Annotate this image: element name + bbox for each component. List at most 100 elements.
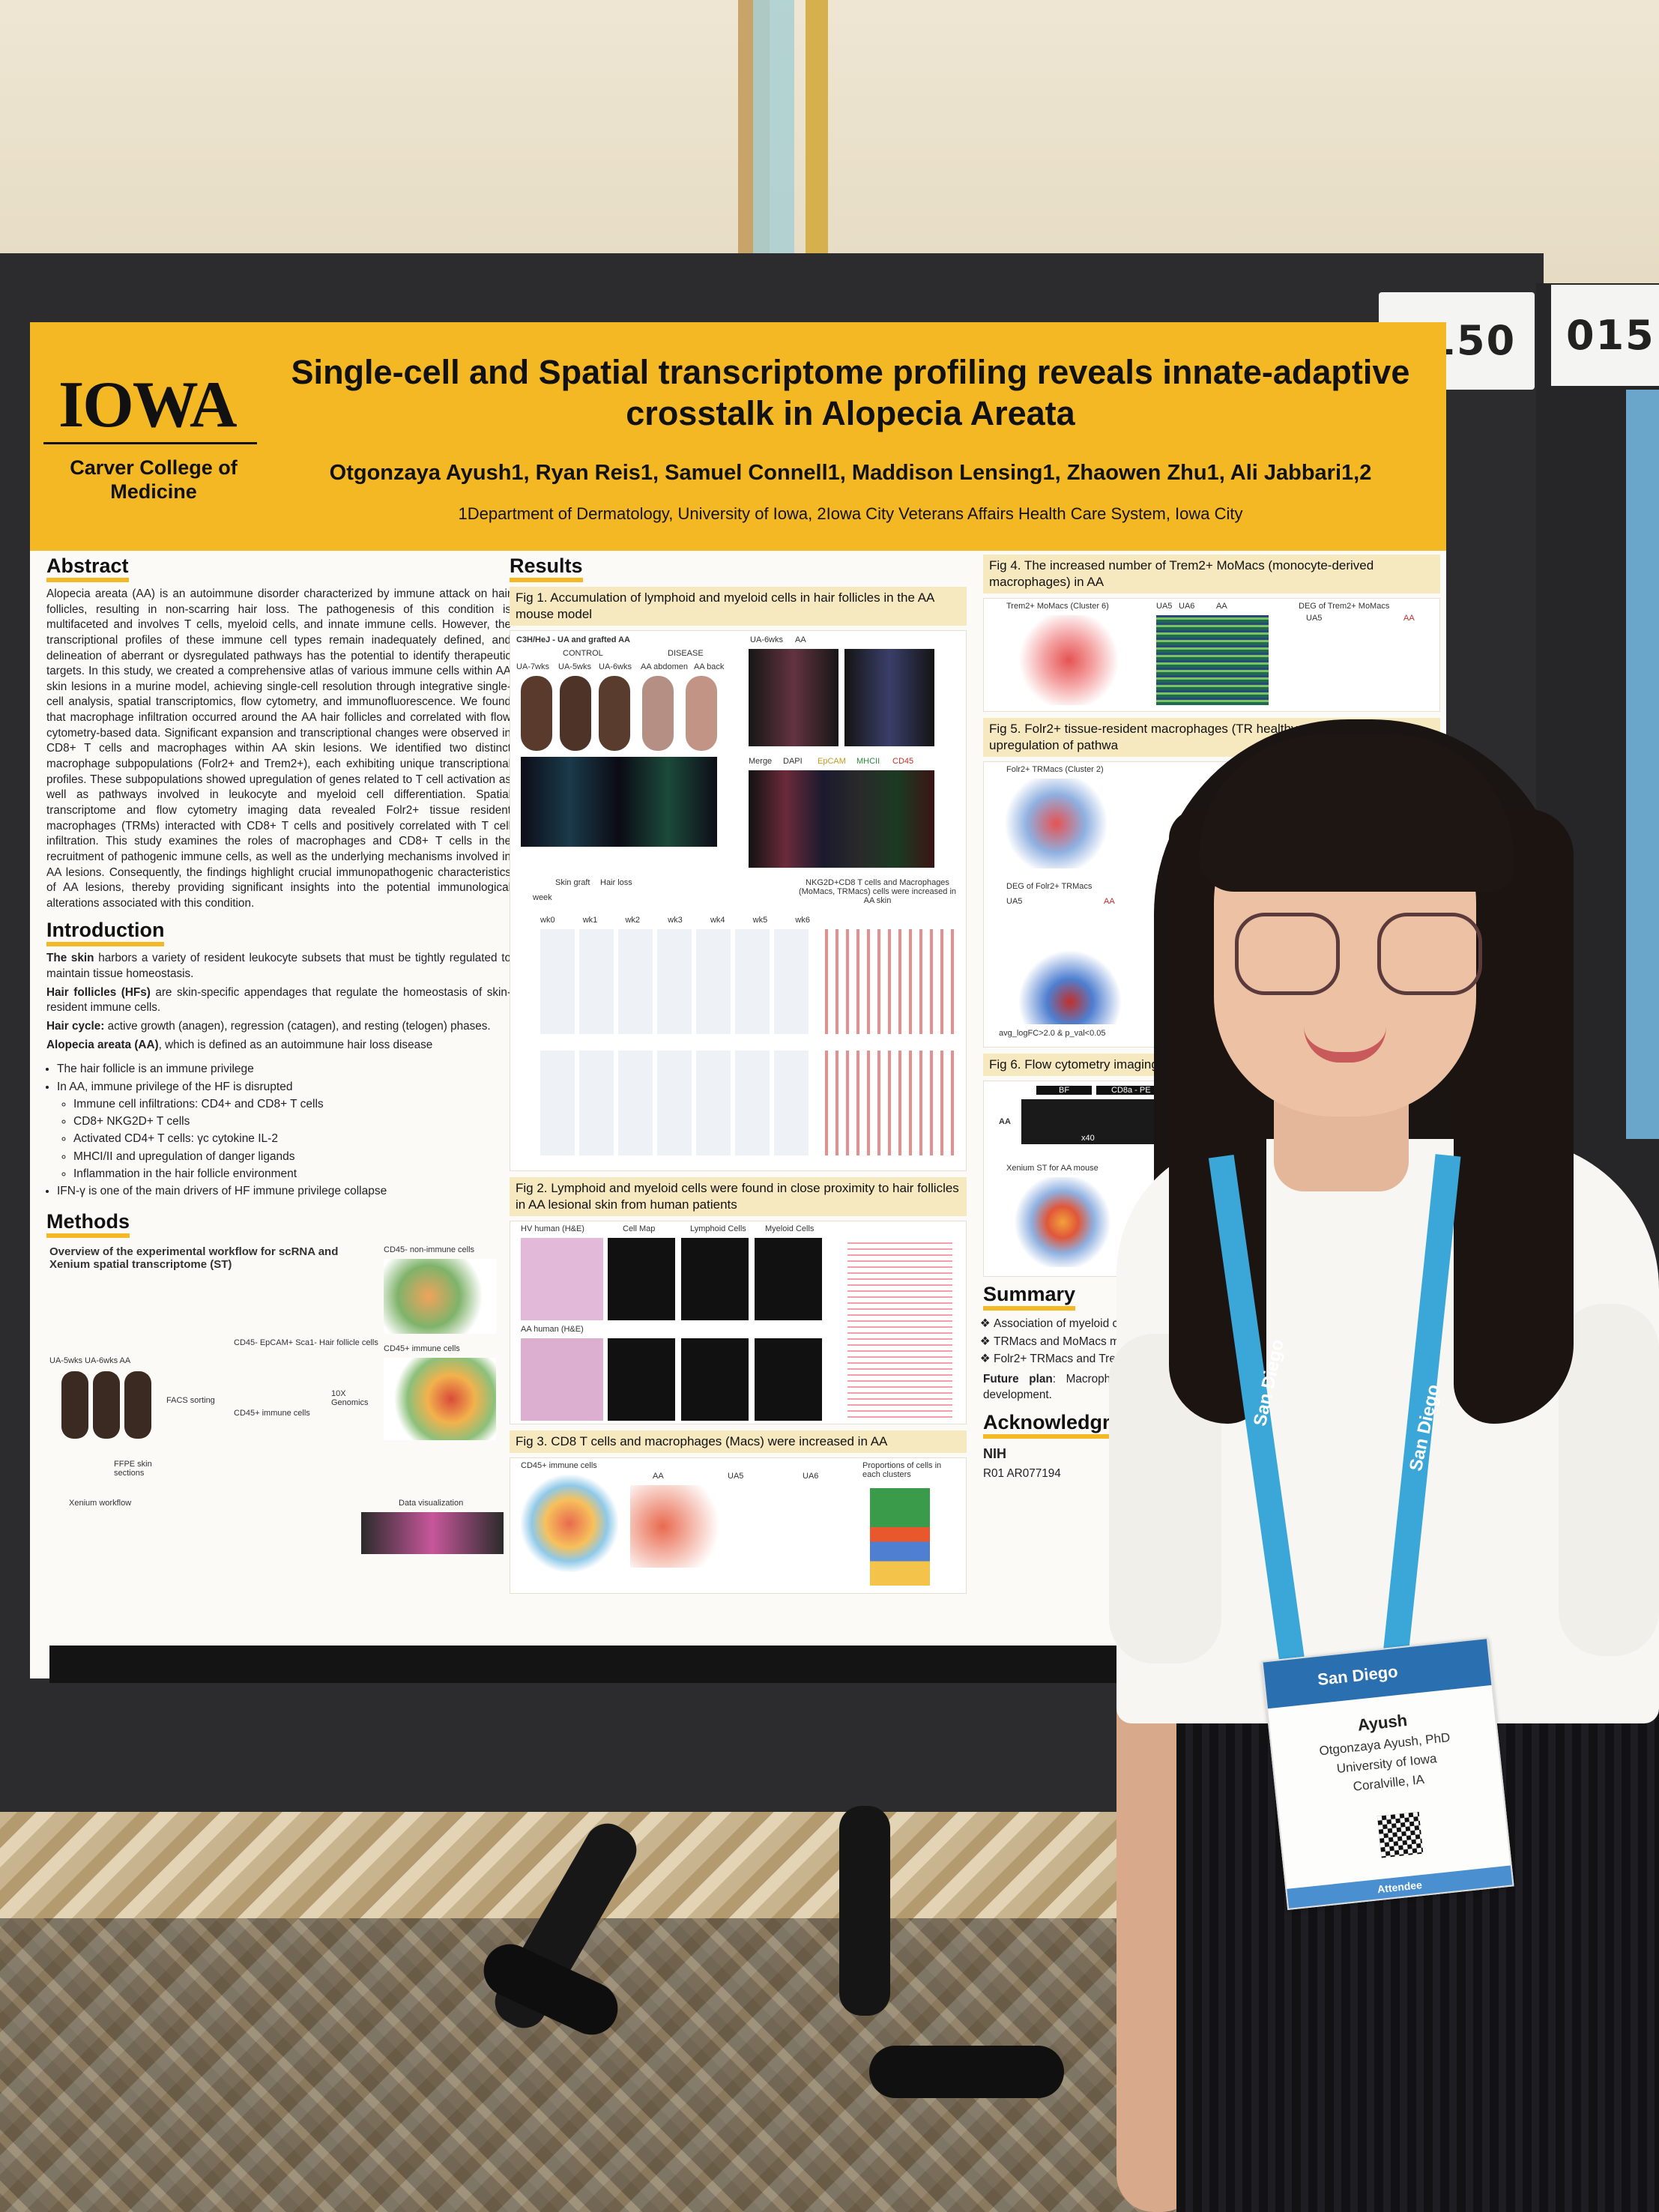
- intro-subbullet: Activated CD4+ T cells: γc cytokine IL-2: [73, 1130, 511, 1147]
- presenter-sleeve: [1559, 1304, 1659, 1656]
- wall-pillar-gold: [806, 0, 828, 277]
- fig2-caption: Fig 2. Lymphoid and myeloid cells were f…: [510, 1177, 967, 1217]
- results-heading: Results: [510, 554, 583, 582]
- intro-subbullets: Immune cell infiltrations: CD4+ and CD8+…: [57, 1096, 511, 1182]
- he-image: [521, 1238, 603, 1321]
- fig5-label: avg_logFC>2.0 & p_val<0.05: [999, 1029, 1106, 1039]
- intro-aa: Alopecia areata (AA), which is defined a…: [46, 1038, 433, 1051]
- fig1-label: C3H/HeJ - UA and grafted AA: [516, 635, 630, 645]
- fig2-label: Lymphoid Cells: [690, 1224, 746, 1234]
- methods-label: CD45- non-immune cells: [384, 1245, 475, 1255]
- week-label: wk6: [795, 916, 810, 925]
- grant-number: R01 AR077194: [983, 1466, 1061, 1480]
- glasses-icon: [1377, 913, 1482, 995]
- cell-map: [608, 1238, 675, 1321]
- poster-affiliations: 1Department of Dermatology, University o…: [458, 504, 1243, 523]
- intro-hf: Hair follicles (HFs) are skin-specific a…: [46, 985, 511, 1015]
- fig1-label: UA-6wks: [599, 662, 632, 672]
- intro-subbullet: Inflammation in the hair follicle enviro…: [73, 1165, 511, 1182]
- intro-bullets: The hair follicle is an immune privilege…: [46, 1060, 511, 1200]
- cell-map: [608, 1338, 675, 1421]
- fig1-label: UA-7wks: [516, 662, 550, 672]
- fig4-label: AA: [1403, 614, 1415, 623]
- mouse-photo: [686, 676, 717, 752]
- methods-label: UA-5wks UA-6wks AA: [49, 1356, 131, 1366]
- fig1-label: DISEASE: [668, 649, 704, 659]
- interaction-bars: [847, 1238, 952, 1421]
- poster-authors: Otgonzaya Ayush1, Ryan Reis1, Samuel Con…: [329, 461, 1372, 485]
- fig2-panel: HV human (H&E) Cell Map Lymphoid Cells M…: [510, 1221, 967, 1425]
- summary-heading: Summary: [983, 1283, 1076, 1311]
- methods-label: FACS sorting: [166, 1396, 215, 1406]
- fig5-label: AA: [1104, 897, 1115, 907]
- proportion-bars: [870, 1488, 930, 1586]
- xenium-image: [361, 1512, 504, 1555]
- glasses-icon: [1235, 913, 1340, 995]
- poster-shadow: [49, 1646, 1128, 1683]
- methods-label: CD45+ immune cells: [384, 1344, 460, 1354]
- week-label: wk3: [668, 916, 683, 925]
- bar-plots: [818, 929, 960, 1035]
- week-label: wk5: [752, 916, 768, 925]
- fig3-label: UA6: [803, 1472, 819, 1481]
- mouse-photo: [642, 676, 674, 752]
- mouse-image: [124, 1371, 151, 1439]
- methods-label: 10X Genomics: [331, 1389, 369, 1408]
- results-column: Results Fig 1. Accumulation of lymphoid …: [510, 554, 967, 1600]
- intro-subbullet: CD8+ NKG2D+ T cells: [73, 1113, 511, 1130]
- presenter-hair: [1199, 734, 1514, 892]
- if-image: [521, 757, 717, 847]
- week-label: wk4: [710, 916, 725, 925]
- fig6-label: BF: [1036, 1086, 1093, 1096]
- fig4-label: UA5: [1156, 602, 1173, 611]
- umap-folr2: [999, 779, 1126, 869]
- umap-trem2: [999, 615, 1126, 706]
- summary-item: Association of myeloid ce: [994, 1315, 1440, 1332]
- mouse-photo: [521, 676, 552, 752]
- fig6-label: CD8a - PE: [1096, 1086, 1166, 1096]
- volcano-plot: [999, 912, 1141, 1025]
- methods-label: FFPE skin sections: [114, 1460, 152, 1478]
- intro-subbullet: MHCI/II and upregulation of danger ligan…: [73, 1148, 511, 1165]
- fig4-panel: Trem2+ MoMacs (Cluster 6) UA5 UA6 AA DEG…: [983, 598, 1440, 713]
- fig5-label: DEG of Folr2+ TRMacs: [1006, 882, 1093, 892]
- fig1-label: CONTROL: [563, 649, 603, 659]
- acknowledgment-heading: Acknowledgme: [983, 1411, 1132, 1439]
- methods-overview: Overview of the experimental workflow fo…: [49, 1245, 339, 1272]
- abstract-heading: Abstract: [46, 554, 129, 582]
- if-image: [749, 770, 934, 868]
- fig1-label: Merge: [749, 757, 773, 767]
- fig1-label: EpCAM: [818, 757, 846, 767]
- fig1-label: NKG2D+CD8 T cells and Macrophages (MoMac…: [798, 878, 957, 906]
- fig4-caption: Fig 4. The increased number of Trem2+ Mo…: [983, 554, 1440, 594]
- flow-plots: [540, 1051, 810, 1156]
- he-image: [521, 1338, 603, 1421]
- poster-header: IOWA Carver College of Medicine Single-c…: [30, 322, 1446, 551]
- fig1-label: Hair loss: [600, 878, 632, 888]
- fig2-label: HV human (H&E): [521, 1224, 584, 1234]
- summary-item: TRMacs and MoMacs ma: [994, 1333, 1440, 1350]
- iowa-logo: IOWA: [58, 369, 237, 441]
- myeloid-map: [755, 1338, 822, 1421]
- fig1-label: Skin graft: [555, 878, 590, 888]
- lymphoid-map: [681, 1238, 749, 1321]
- fig4-label: DEG of Trem2+ MoMacs: [1299, 602, 1390, 611]
- fig1-label: week: [533, 893, 552, 903]
- mouse-photo: [599, 676, 630, 752]
- methods-label: Data visualization: [399, 1499, 464, 1508]
- fig1-label: UA-5wks: [558, 662, 592, 672]
- left-column: Abstract Alopecia areata (AA) is an auto…: [46, 554, 511, 1563]
- if-image: [844, 649, 934, 747]
- week-label: wk2: [625, 916, 641, 925]
- heatmap: [1156, 615, 1269, 706]
- fig6-label: AA: [999, 1117, 1011, 1127]
- fig3-label: AA: [653, 1472, 664, 1481]
- fig4-label: UA5: [1306, 614, 1323, 623]
- fig1-label: DAPI: [783, 757, 803, 767]
- fig4-label: Trem2+ MoMacs (Cluster 6): [1006, 602, 1109, 611]
- abstract-text: Alopecia areata (AA) is an autoimmune di…: [46, 587, 511, 910]
- fig5-label: UA5: [1006, 897, 1023, 907]
- methods-workflow-figure: Overview of the experimental workflow fo…: [46, 1242, 511, 1557]
- fig5-label: Folr2+ TRMacs (Cluster 2): [1006, 765, 1104, 775]
- fig1-panel: C3H/HeJ - UA and grafted AA CONTROL DISE…: [510, 630, 967, 1172]
